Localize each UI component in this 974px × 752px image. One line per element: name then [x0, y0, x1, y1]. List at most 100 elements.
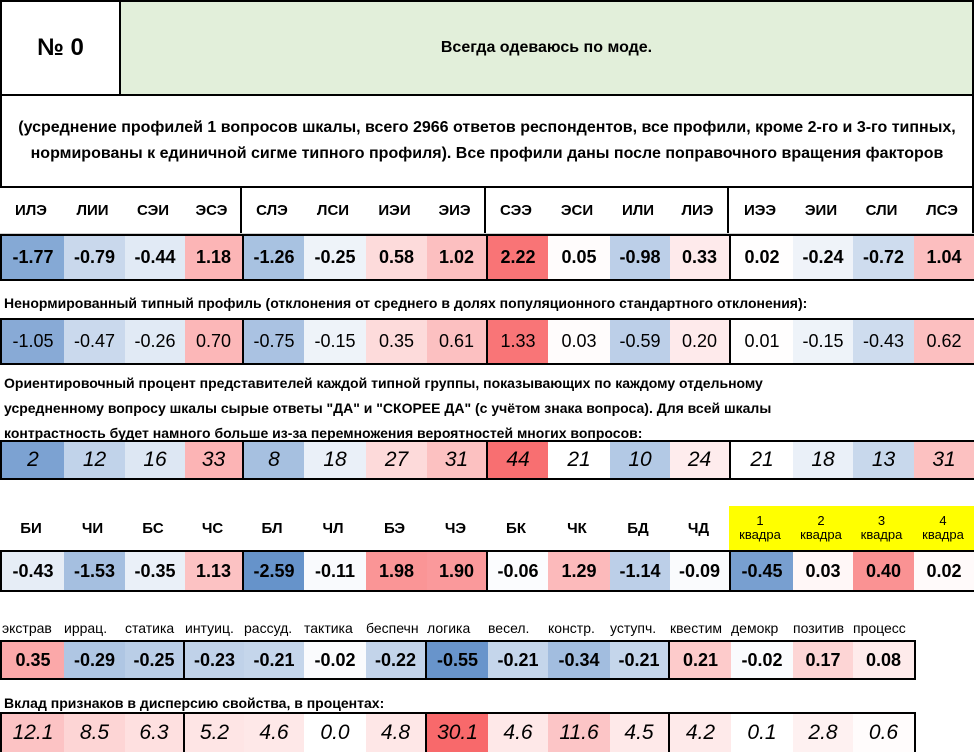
- normalized-value: -0.72: [853, 236, 914, 279]
- variance-value: 5.2: [185, 714, 244, 752]
- factor-value: -0.29: [64, 642, 125, 678]
- variance-value: 0.0: [304, 714, 366, 752]
- factor-value: -0.02: [731, 642, 793, 678]
- normalized-value: 1.02: [427, 236, 488, 279]
- pair-label: БК: [506, 519, 526, 537]
- type-label: ИЛИ: [621, 202, 655, 219]
- type-label: ЛСЭ: [912, 188, 974, 233]
- percent-value: 18: [793, 442, 853, 478]
- type-label: СЭЭ: [500, 202, 532, 219]
- factor-value: -0.21: [488, 642, 548, 678]
- pair-value: -1.14: [610, 552, 670, 590]
- type-label: СЛИ: [865, 202, 898, 219]
- factor-label: квестим: [670, 620, 723, 636]
- quadra-value: 0.40: [853, 552, 914, 590]
- percent-value: 18: [304, 442, 366, 478]
- raw-value: -0.47: [64, 320, 125, 363]
- raw-value: -0.43: [853, 320, 914, 363]
- percent-value: 21: [731, 442, 793, 478]
- factor-value: -0.22: [366, 642, 427, 678]
- percent-value: 8: [244, 442, 304, 478]
- description: (усреднение профилей 1 вопросов шкалы, в…: [0, 96, 974, 188]
- normalized-value: -1.26: [244, 236, 304, 279]
- percent-value: 31: [914, 442, 974, 478]
- factor-value: 0.17: [793, 642, 853, 678]
- factor-value: -0.23: [185, 642, 244, 678]
- type-label: СЭИ: [136, 202, 170, 219]
- percent-value: 33: [185, 442, 244, 478]
- quadra-value: 0.03: [793, 552, 853, 590]
- normalized-value: 0.02: [731, 236, 793, 279]
- raw-profile-row: -1.05 -0.47 -0.26 0.70 -0.75 -0.15 0.35 0.61 1.3…: [0, 318, 974, 365]
- quadra-word: квадра: [800, 527, 842, 542]
- variance-value: 0.1: [731, 714, 793, 752]
- factor-value: 0.35: [2, 642, 64, 678]
- type-label: ЭИИ: [804, 202, 838, 219]
- variance-note: Вклад признаков в дисперсию свойства, в …: [4, 695, 385, 711]
- raw-value: 0.35: [366, 320, 427, 363]
- percent-value: 2: [2, 442, 64, 478]
- normalized-value: 2.22: [488, 236, 548, 279]
- question-statement: Всегда одеваюсь по моде.: [121, 0, 974, 96]
- raw-value: 0.70: [185, 320, 244, 363]
- quadra-value: 0.02: [914, 552, 974, 590]
- raw-value: 0.01: [731, 320, 793, 363]
- raw-value: 0.61: [427, 320, 488, 363]
- quadra-number: 2: [817, 513, 825, 528]
- normalized-value: -0.79: [64, 236, 125, 279]
- percent-note-3: контрастность будет намного больше из-за…: [4, 425, 643, 441]
- raw-value: -0.15: [304, 320, 366, 363]
- pair-label: БИ: [20, 519, 42, 537]
- factor-value: -0.34: [548, 642, 610, 678]
- normalized-value: 0.33: [670, 236, 731, 279]
- percent-value: 24: [670, 442, 731, 478]
- factor-label: экстрав: [2, 620, 52, 636]
- factor-label: логика: [427, 620, 471, 636]
- normalized-value: -0.25: [304, 236, 366, 279]
- raw-value: -0.15: [793, 320, 853, 363]
- factor-label: весел.: [488, 620, 530, 636]
- variance-value: 11.6: [548, 714, 610, 752]
- quadra-label: 4 квадра: [912, 506, 974, 550]
- quadra-number: 4: [939, 513, 947, 528]
- variance-value: 4.6: [244, 714, 304, 752]
- normalized-value: 0.58: [366, 236, 427, 279]
- quadra-number: 1: [756, 513, 764, 528]
- factor-value: -0.21: [244, 642, 304, 678]
- percent-row: 2 12 16 33 8 18 27 31 44 21 10 24 21 18 13 31: [0, 440, 974, 480]
- type-label: ЭСИ: [560, 202, 594, 219]
- variance-value: 12.1: [2, 714, 64, 752]
- raw-value: -0.75: [244, 320, 304, 363]
- pair-values-row: -0.43 -1.53 -0.35 1.13 -2.59 -0.11 1.98 1.90 -0.…: [0, 550, 974, 592]
- variance-value: 2.8: [793, 714, 853, 752]
- percent-note-1: Ориентировочный процент представителей к…: [4, 375, 763, 391]
- quadra-number: 3: [877, 513, 886, 528]
- pair-value: -0.35: [125, 552, 185, 590]
- factor-value: 0.21: [670, 642, 731, 678]
- percent-value: 21: [548, 442, 610, 478]
- pair-label: БЛ: [261, 519, 283, 537]
- variance-value: 30.1: [427, 714, 488, 752]
- raw-value: 0.03: [548, 320, 610, 363]
- variance-value: 4.2: [670, 714, 731, 752]
- factor-label: иррац.: [64, 620, 108, 636]
- factor-values-row: 0.35 -0.29 -0.25 -0.23 -0.21 -0.02 -0.22 -0.55-…: [0, 640, 916, 680]
- normalized-value: -0.24: [793, 236, 853, 279]
- pair-label: ЧК: [567, 519, 587, 537]
- type-label: ИЛЭ: [15, 202, 47, 219]
- percent-value: 44: [488, 442, 548, 478]
- factor-label: процесс: [853, 620, 906, 636]
- factor-value: -0.21: [610, 642, 670, 678]
- variance-value: 4.8: [366, 714, 427, 752]
- variance-value: 8.5: [64, 714, 125, 752]
- question-number: № 0: [0, 0, 121, 96]
- raw-value: -0.59: [610, 320, 670, 363]
- pair-label: БЭ: [383, 519, 406, 537]
- factor-header-row: экстрав иррац. статика интуиц. рассуд. тактик…: [0, 616, 974, 640]
- variance-value: 4.6: [488, 714, 548, 752]
- pair-value: 1.90: [427, 552, 488, 590]
- factor-label: тактика: [304, 620, 353, 636]
- type-label: ЭИЭ: [425, 188, 486, 233]
- normalized-value: -1.77: [2, 236, 64, 279]
- factor-label: беспечн: [366, 620, 419, 636]
